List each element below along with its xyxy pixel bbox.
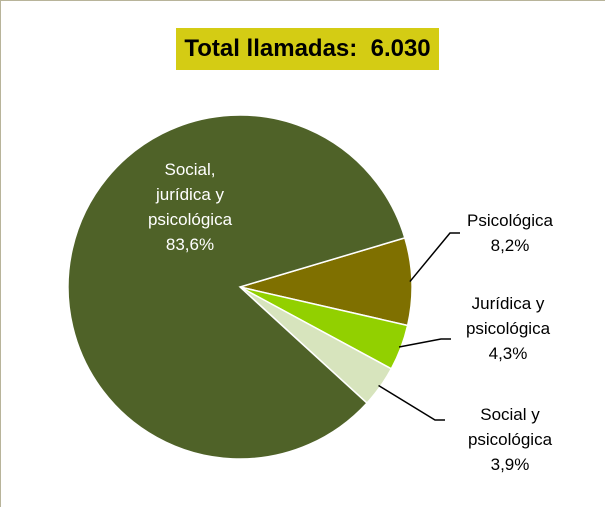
leader-line: [409, 232, 460, 283]
slice-label: Social,: [164, 160, 215, 179]
slice-label: Social y: [480, 405, 540, 424]
chart-title: Total llamadas: 6.030: [176, 28, 439, 70]
slice-value-label: 83,6%: [166, 235, 214, 254]
slice-value-label: 3,9%: [491, 455, 530, 474]
slice-label: psicológica: [148, 210, 233, 229]
slice-label: psicológica: [466, 319, 551, 338]
leader-line: [398, 338, 451, 348]
slice-value-label: 8,2%: [491, 236, 530, 255]
leader-line: [378, 384, 445, 421]
slice-label: psicológica: [468, 430, 553, 449]
slice-label: jurídica y: [155, 185, 225, 204]
slice-label: Jurídica y: [472, 294, 545, 313]
pie-slice: [67, 114, 406, 460]
slice-value-label: 4,3%: [489, 344, 528, 363]
slice-label: Psicológica: [467, 211, 554, 230]
pie-slice: [237, 236, 413, 327]
